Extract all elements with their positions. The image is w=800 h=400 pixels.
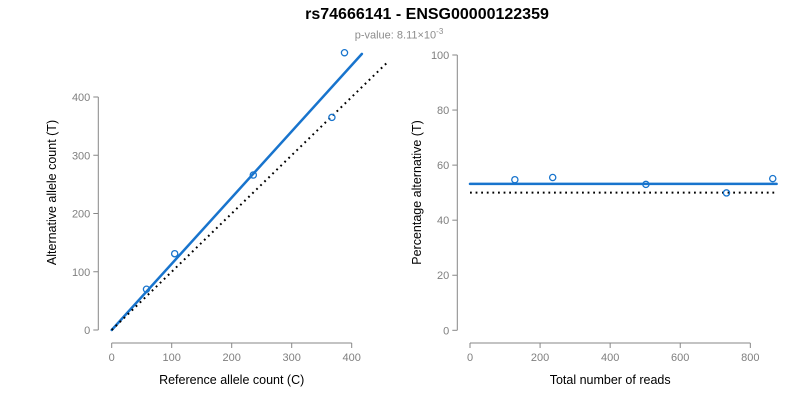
y-tick-label: 400 [72,92,90,104]
data-point [511,175,519,184]
x-tick-label: 200 [531,352,549,364]
x-axis-title: Reference allele count (C) [159,373,304,387]
y-tick-label: 40 [437,215,449,227]
identity-line [111,61,389,331]
x-tick-label: 100 [163,352,181,364]
p-value-exponent: -3 [436,27,444,36]
x-axis-title: Total number of reads [550,373,671,387]
data-point [340,48,349,57]
x-tick-label: 400 [601,352,619,364]
data-point [249,171,258,179]
y-axis: 0 20 40 60 80 100 [431,50,458,337]
p-value-text: p-value: 8.11×10 [354,29,437,42]
x-tick-label: 600 [671,352,689,364]
data-point [170,249,179,258]
data-point [142,285,151,293]
y-tick-label: 100 [72,267,90,279]
allele-counts-plot: 0 100 200 300 400 0 100 200 300 400 Reference alle… [45,48,389,387]
y-tick-label: 0 [443,325,449,337]
y-tick-label: 60 [437,160,449,172]
percentage-alternative-plot: 0 200 400 600 800 0 20 40 60 80 100 Total number of… [410,50,778,387]
x-tick-label: 800 [741,352,759,364]
y-tick-label: 100 [431,50,449,62]
data-point [722,189,731,197]
y-tick-label: 300 [72,150,90,162]
y-tick-label: 20 [437,270,449,282]
data-point [642,180,650,189]
y-tick-label: 0 [84,325,90,337]
x-tick-label: 0 [109,352,115,364]
data-point [328,113,336,122]
data-point [548,173,557,182]
x-axis: 0 200 400 600 800 [467,342,759,364]
chart-subtitle: p-value: 8.11×10-3 [355,27,444,42]
x-tick-label: 0 [467,352,473,364]
y-axis-title: Percentage alternative (T) [410,120,424,265]
x-tick-label: 200 [223,352,241,364]
x-tick-label: 300 [283,352,301,364]
y-tick-label: 80 [437,105,449,117]
y-axis-title: Alternative allele count (T) [45,120,59,265]
x-axis: 0 100 200 300 400 [109,342,361,364]
x-tick-label: 400 [343,352,361,364]
data-point [768,174,777,183]
y-tick-label: 200 [72,209,90,221]
fit-line [110,52,364,332]
chart-title: rs74666141 - ENSG00000122359 [305,6,549,23]
y-axis: 0 100 200 300 400 [72,92,99,337]
